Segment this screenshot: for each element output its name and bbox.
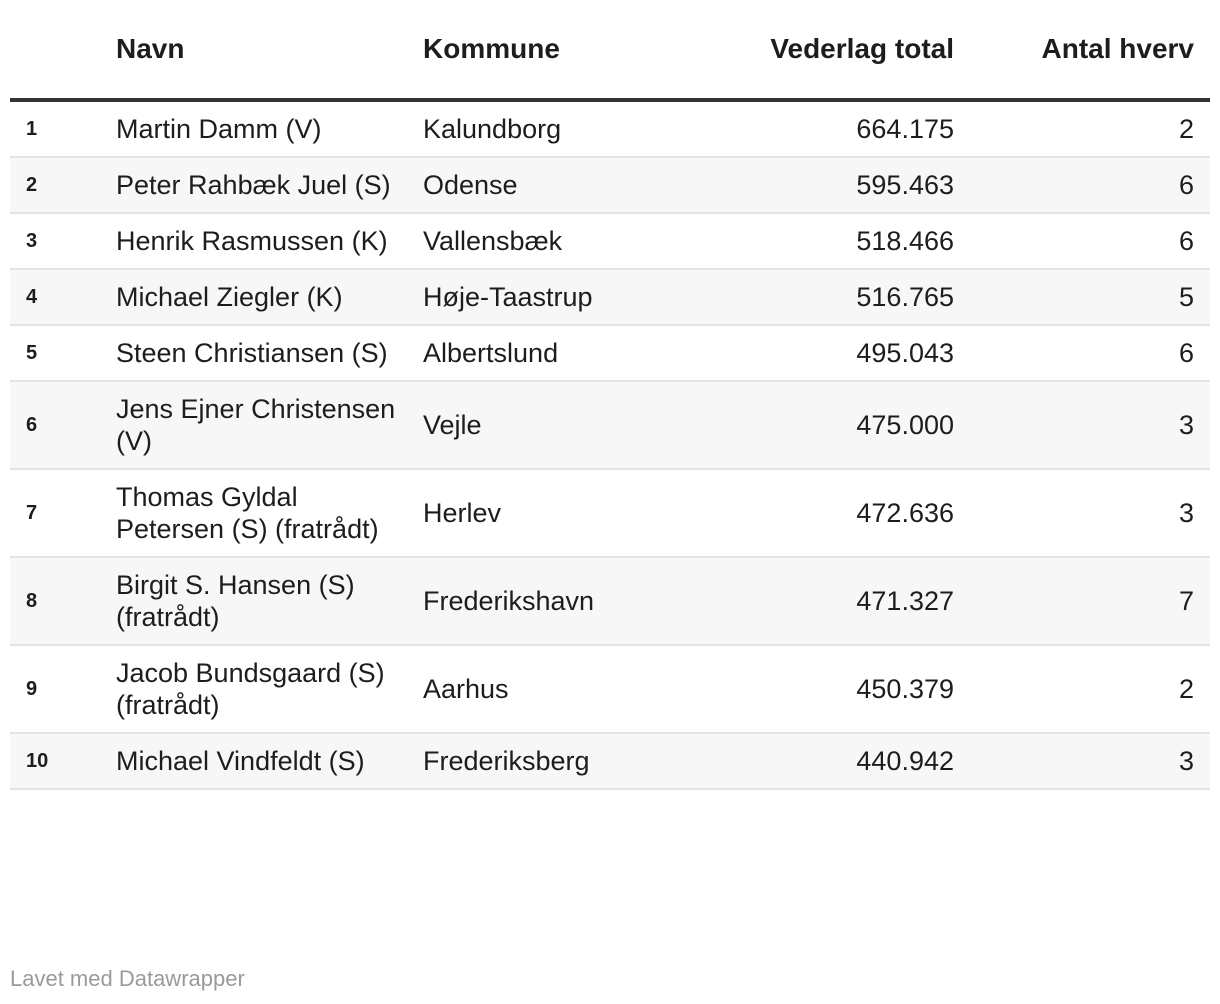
municipality-cell: Frederiksberg [423,733,703,790]
compensation-cell: 471.327 [703,557,970,646]
municipality-cell: Herlev [423,469,703,558]
compensation-cell: 472.636 [703,469,970,558]
compensation-cell: 516.765 [703,269,970,326]
municipality-cell: Frederikshavn [423,557,703,646]
positions-count-cell: 6 [970,157,1210,214]
rank-cell: 6 [10,381,116,470]
rank-cell: 2 [10,157,116,214]
compensation-cell: 595.463 [703,157,970,214]
positions-count-cell: 2 [970,645,1210,734]
name-cell: Michael Vindfeldt (S) [116,733,423,790]
name-cell: Henrik Rasmussen (K) [116,213,423,270]
positions-count-cell: 6 [970,213,1210,270]
name-cell: Steen Christiansen (S) [116,325,423,382]
table-row: 1 Martin Damm (V) Kalundborg 664.175 2 [10,100,1210,158]
table-row: 5 Steen Christiansen (S) Albertslund 495.04… [10,325,1210,382]
table-container: Navn Kommune Vederlag total Antal hverv … [10,0,1210,790]
column-header-navn[interactable]: Navn [116,0,423,102]
name-cell: Jacob Bundsgaard (S) (fratrådt) [116,645,423,734]
municipality-cell: Vejle [423,381,703,470]
column-header-vederlag-total[interactable]: Vederlag total [703,0,970,102]
positions-count-cell: 3 [970,381,1210,470]
table-row: 7 Thomas Gyldal Petersen (S) (fratrådt) He… [10,469,1210,558]
name-cell: Thomas Gyldal Petersen (S) (fratrådt) [116,469,423,558]
positions-count-cell: 7 [970,557,1210,646]
municipality-cell: Høje-Taastrup [423,269,703,326]
column-header-rank [10,0,116,102]
rank-cell: 5 [10,325,116,382]
municipality-cell: Vallensbæk [423,213,703,270]
table-body: 1 Martin Damm (V) Kalundborg 664.175 2 2 Peter… [10,100,1210,790]
compensation-cell: 664.175 [703,100,970,158]
rank-cell: 4 [10,269,116,326]
positions-count-cell: 3 [970,469,1210,558]
positions-count-cell: 3 [970,733,1210,790]
table-row: 2 Peter Rahbæk Juel (S) Odense 595.463 6 [10,157,1210,214]
table-row: 3 Henrik Rasmussen (K) Vallensbæk 518.466 6 [10,213,1210,270]
header-row: Navn Kommune Vederlag total Antal hverv [10,0,1210,102]
footer-credit: Lavet med Datawrapper [10,966,245,991]
municipality-cell: Odense [423,157,703,214]
municipality-cell: Albertslund [423,325,703,382]
rank-cell: 1 [10,100,116,158]
name-cell: Peter Rahbæk Juel (S) [116,157,423,214]
rank-cell: 9 [10,645,116,734]
compensation-cell: 495.043 [703,325,970,382]
rank-cell: 7 [10,469,116,558]
name-cell: Michael Ziegler (K) [116,269,423,326]
name-cell: Martin Damm (V) [116,100,423,158]
positions-count-cell: 2 [970,100,1210,158]
table-row: 10 Michael Vindfeldt (S) Frederiksberg 440.… [10,733,1210,790]
compensation-cell: 475.000 [703,381,970,470]
rank-cell: 8 [10,557,116,646]
table-row: 8 Birgit S. Hansen (S) (fratrådt) Frederik… [10,557,1210,646]
municipality-cell: Kalundborg [423,100,703,158]
positions-count-cell: 6 [970,325,1210,382]
column-header-kommune[interactable]: Kommune [423,0,703,102]
table-row: 9 Jacob Bundsgaard (S) (fratrådt) Aarhus 45… [10,645,1210,734]
compensation-cell: 440.942 [703,733,970,790]
compensation-cell: 450.379 [703,645,970,734]
positions-count-cell: 5 [970,269,1210,326]
column-header-antal-hverv[interactable]: Antal hverv [970,0,1210,102]
rank-cell: 3 [10,213,116,270]
name-cell: Birgit S. Hansen (S) (fratrådt) [116,557,423,646]
municipality-cell: Aarhus [423,645,703,734]
data-table: Navn Kommune Vederlag total Antal hverv … [10,0,1210,790]
table-row: 6 Jens Ejner Christensen (V) Vejle 475.000 3 [10,381,1210,470]
name-cell: Jens Ejner Christensen (V) [116,381,423,470]
rank-cell: 10 [10,733,116,790]
table-row: 4 Michael Ziegler (K) Høje-Taastrup 516.765… [10,269,1210,326]
compensation-cell: 518.466 [703,213,970,270]
